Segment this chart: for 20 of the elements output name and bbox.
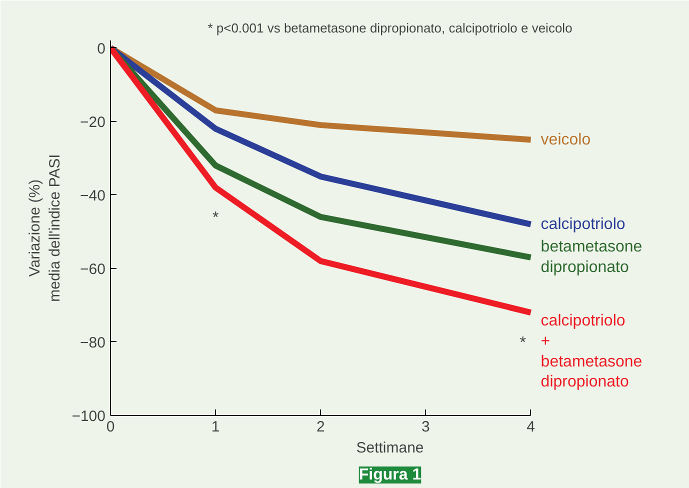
y-tick-label: −60 bbox=[80, 260, 106, 278]
y-tick-label: −40 bbox=[80, 187, 106, 204]
x-tick-label: 2 bbox=[316, 418, 325, 436]
series-label: calcipotriolo + betametasone dipropionato bbox=[540, 312, 642, 391]
text: Figura 1 bbox=[358, 466, 422, 484]
annotation: * bbox=[212, 210, 219, 227]
x-axis-title: Settimane bbox=[356, 440, 424, 456]
y-axis-title: Variazione (%) media dell'indice PASI bbox=[26, 154, 64, 302]
chart-title: * p<0.001 vs betametasone dipropionato, calcipotriolo e veicolo bbox=[208, 20, 572, 36]
x-tick-label: 4 bbox=[526, 418, 535, 436]
x-tick-label: 3 bbox=[422, 418, 430, 436]
y-tick-label: 0 bbox=[97, 40, 106, 58]
y-tick-label: −20 bbox=[80, 114, 106, 131]
series-label: veicolo bbox=[540, 131, 591, 148]
x-tick-label: 1 bbox=[211, 418, 220, 436]
series-label: betametasone dipropionato bbox=[540, 238, 642, 276]
annotation: * bbox=[520, 334, 526, 352]
y-tick-label: −100 bbox=[72, 408, 106, 425]
series-label: calcipotriolo bbox=[540, 216, 626, 233]
y-tick-label: −80 bbox=[80, 334, 106, 352]
